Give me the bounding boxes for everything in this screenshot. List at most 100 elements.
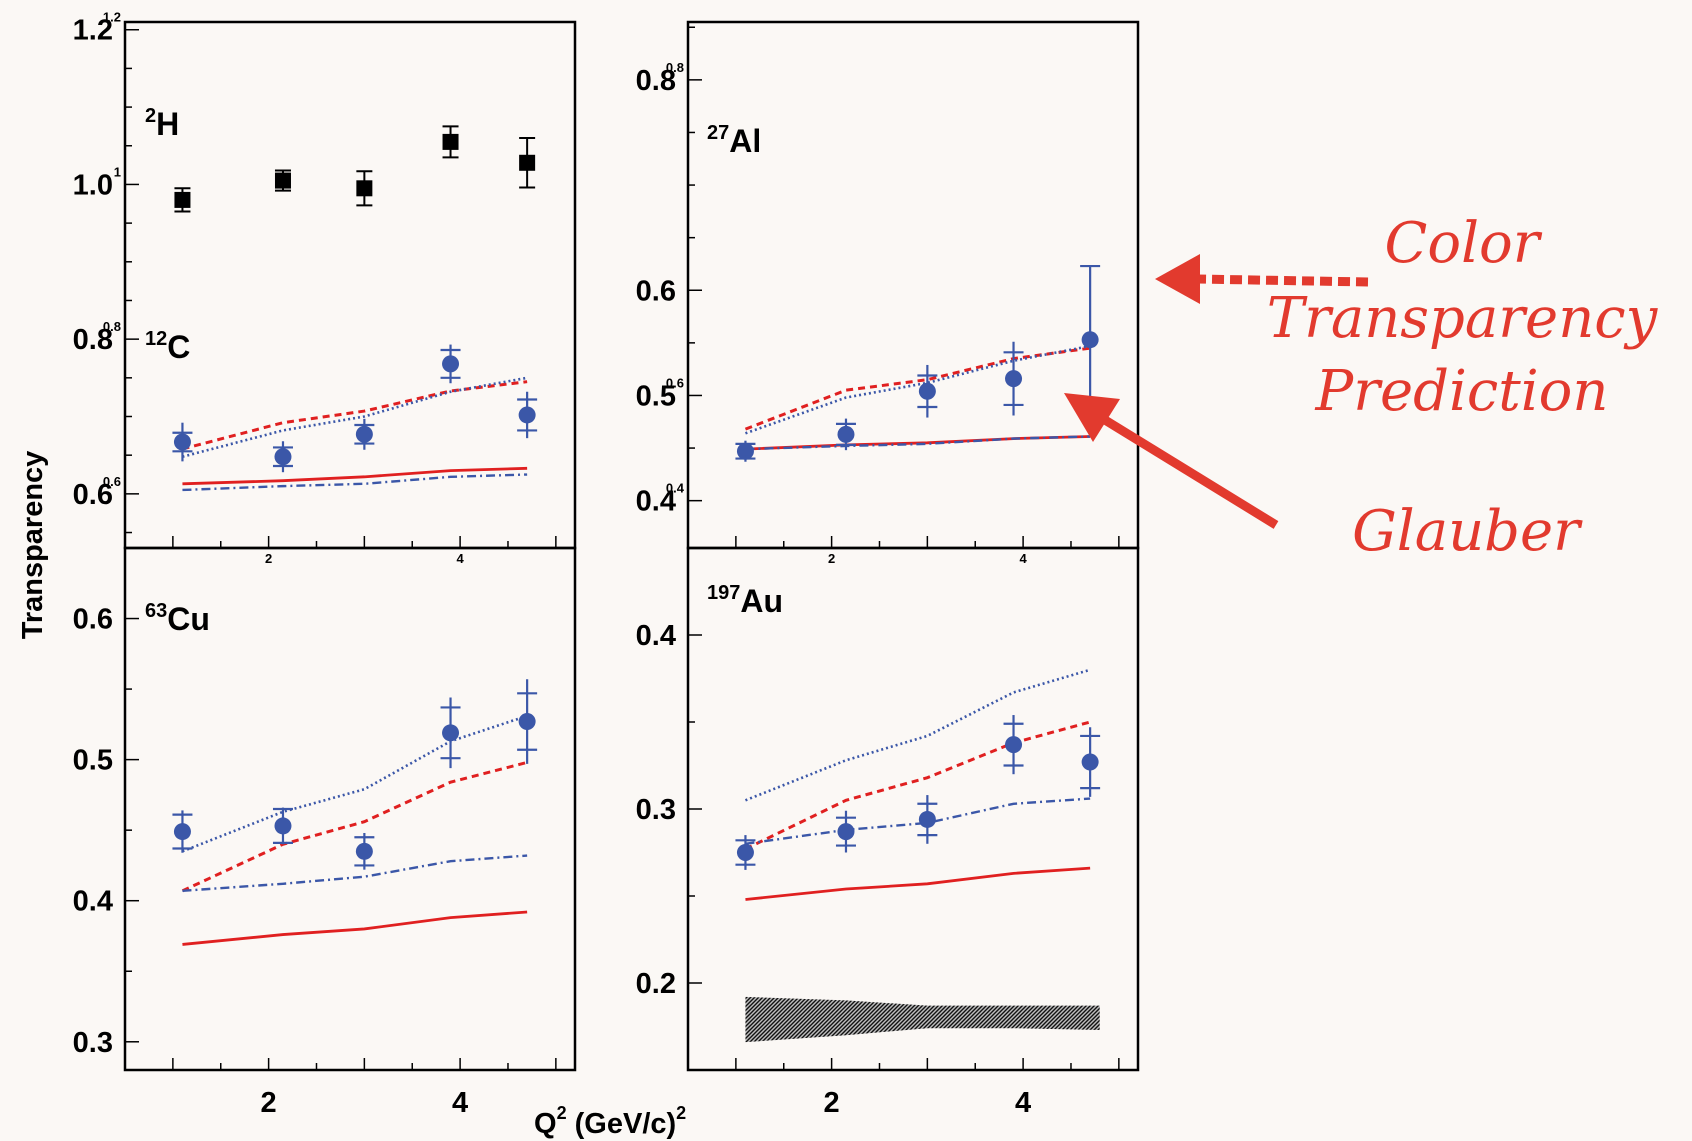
x-tick-label: 4	[452, 1087, 468, 1119]
deuterium-point	[519, 154, 536, 171]
nucleus-mass-number: 63	[145, 600, 167, 622]
curve-dashdot	[182, 854, 528, 893]
ct-arrow-shaft	[1195, 274, 1369, 287]
curve-dashdot	[745, 435, 1091, 451]
nucleus-label: 27Al	[707, 122, 761, 159]
x-axis-label-sup2: 2	[676, 1103, 686, 1123]
data-point	[274, 817, 292, 835]
deuterium-point	[274, 172, 291, 189]
data-point	[1005, 370, 1023, 388]
data-point	[355, 842, 373, 860]
panel-bottom-right: 2 4 0.2 0.3 0.4 197Au	[636, 546, 1140, 1119]
ct-annotation-line2: Transparency	[1267, 286, 1659, 351]
curve-ct-dotted	[182, 376, 528, 458]
data-point	[442, 724, 460, 742]
nucleus-mass-number: 197	[707, 582, 740, 604]
nucleus-mass-number: 12	[145, 328, 167, 350]
x-axis-label-q: Q	[534, 1108, 557, 1140]
curve-ct-dotted	[744, 668, 1091, 802]
ct-annotation: Color Transparency Prediction	[1155, 211, 1659, 424]
y-tick-label-small: 0.8	[103, 319, 121, 334]
data-point	[918, 810, 936, 828]
curve-ct-dashed	[744, 346, 1091, 431]
nucleus-label: 2H	[145, 105, 179, 142]
nucleus-symbol: Cu	[167, 601, 210, 637]
nucleus-mass-number: 2	[145, 105, 156, 127]
curve-ct-dashed	[181, 760, 528, 893]
curve-ct-dotted	[745, 344, 1091, 435]
data-point	[274, 448, 292, 466]
deuterium-point	[174, 191, 191, 208]
y-tick-label-small: 0.8	[666, 60, 684, 75]
curve-glauber	[182, 910, 528, 946]
x-axis-label: Q2 (GeV/c)2	[534, 1103, 686, 1140]
data-point	[837, 425, 855, 443]
panel-frame	[123, 546, 577, 1072]
panel-frame	[686, 20, 1140, 550]
y-tick-label-small: 1	[114, 164, 121, 179]
y-tick-label: 0.4	[636, 486, 676, 518]
curve-ct-dashed	[182, 380, 528, 451]
data-point	[736, 442, 754, 460]
x-tick-label: 4	[456, 551, 464, 566]
panel-frame	[686, 546, 1140, 1072]
y-tick-label: 0.3	[636, 794, 676, 826]
data-point	[837, 823, 855, 841]
data-point	[173, 433, 191, 451]
x-tick-label: 2	[828, 551, 835, 566]
data-point	[918, 382, 936, 400]
curve-glauber	[182, 466, 528, 486]
y-tick-label: 0.5	[73, 745, 113, 777]
glauber-annotation: Glauber	[1064, 393, 1583, 564]
data-point	[518, 713, 536, 731]
y-tick-label: 0.3	[73, 1027, 113, 1059]
ct-annotation-line1: Color	[1385, 211, 1543, 276]
y-axis-label: Transparency	[17, 451, 49, 640]
y-tick-label: 0.2	[636, 968, 676, 1000]
y-tick-label: 0.8	[636, 65, 676, 97]
curve-glauber	[745, 866, 1091, 901]
curve-dashdot	[745, 797, 1091, 845]
x-tick-label: 4	[1015, 1087, 1031, 1119]
data-point	[518, 406, 536, 424]
nucleus-label: 63Cu	[145, 600, 210, 637]
nucleus-symbol: Au	[740, 583, 783, 619]
nucleus-mass-number: 27	[707, 122, 729, 144]
data-point	[173, 823, 191, 841]
glauber-arrow-head	[1064, 393, 1120, 442]
data-point	[736, 844, 754, 861]
y-tick-label: 0.6	[73, 479, 113, 511]
data-point	[355, 425, 373, 443]
y-tick-label: 0.4	[73, 886, 113, 918]
data-point	[1081, 331, 1099, 349]
y-tick-label-small: 0.6	[103, 474, 121, 489]
ct-arrow-head	[1155, 254, 1200, 304]
y-tick-label: 0.5	[636, 380, 676, 412]
y-tick-label: 0.8	[73, 324, 113, 356]
glauber-arrow-shaft	[1102, 416, 1279, 529]
y-tick-label: 0.6	[636, 275, 676, 307]
x-axis-label-units: (GeV/c)	[567, 1108, 677, 1140]
y-tick-label: 1.0	[73, 169, 113, 201]
panel-bottom-left: 2 4 0.3 0.4 0.5 0.6 63Cu	[73, 546, 577, 1119]
y-tick-label: 1.2	[73, 15, 113, 47]
data-point	[442, 355, 460, 373]
x-tick-label: 2	[824, 1087, 840, 1119]
deuterium-point	[442, 133, 459, 150]
nucleus-label: 197Au	[707, 582, 783, 619]
x-tick-label: 2	[265, 551, 272, 566]
nucleus-symbol: H	[156, 106, 179, 142]
x-tick-label: 4	[1019, 551, 1027, 566]
curve-ct-dotted	[181, 714, 528, 853]
deuterium-point	[356, 180, 373, 197]
data-point	[1081, 753, 1099, 771]
nucleus-symbol: C	[167, 329, 190, 365]
nucleus-symbol: Al	[729, 123, 761, 159]
data-point	[1005, 736, 1023, 754]
y-tick-label: 0.6	[73, 604, 113, 636]
y-tick-label-small: 0.4	[666, 481, 685, 496]
